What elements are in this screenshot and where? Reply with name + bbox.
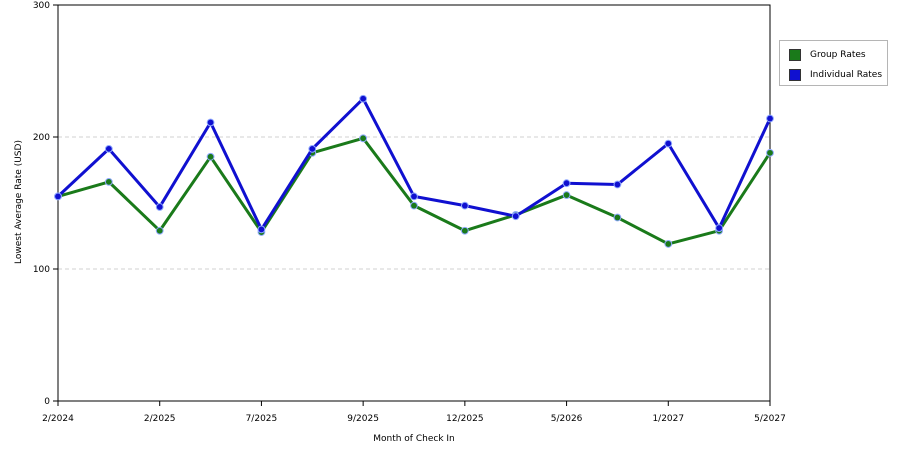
data-point-group-rates	[766, 148, 774, 157]
axes: 0 100 200 300 2/2024 2/2025 7/2025 9/2025 12/202…	[33, 1, 786, 424]
x-tick-label: 7/2025	[246, 414, 278, 424]
data-point-individual-rates	[664, 139, 673, 148]
data-point-individual-rates	[715, 224, 724, 232]
series-line-individual-rates	[56, 97, 772, 231]
legend-label-group-rates: Group Rates	[810, 50, 866, 60]
data-point-group-rates	[206, 152, 215, 161]
data-point-individual-rates	[562, 179, 571, 188]
data-point-group-rates	[155, 226, 164, 235]
data-point-individual-rates	[359, 94, 368, 103]
x-tick-label: 2/2024	[42, 414, 74, 424]
legend-item-group-rates: Group Rates	[789, 48, 866, 62]
x-tick-label: 1/2027	[652, 414, 684, 424]
data-point-group-rates	[104, 177, 113, 186]
y-tick-label: 100	[33, 265, 50, 275]
y-tick-label: 0	[44, 397, 50, 407]
legend-swatch-individual-rates	[789, 69, 801, 81]
data-point-individual-rates	[206, 118, 215, 127]
x-tick-label: 2/2025	[144, 414, 176, 424]
data-point-group-rates	[410, 201, 418, 210]
legend: Group Rates Individual Rates	[779, 40, 888, 86]
x-tick-label: 9/2025	[347, 414, 379, 424]
legend-item-individual-rates: Individual Rates	[789, 68, 882, 82]
data-point-group-rates	[562, 191, 571, 199]
series-layer	[54, 94, 774, 248]
data-point-individual-rates	[54, 192, 62, 201]
data-point-group-rates	[460, 226, 469, 235]
data-point-individual-rates	[511, 212, 520, 221]
legend-label-individual-rates: Individual Rates	[810, 70, 883, 80]
data-point-individual-rates	[460, 201, 469, 210]
x-tick-label: 5/2027	[754, 414, 786, 424]
data-point-group-rates	[664, 240, 673, 248]
data-point-individual-rates	[257, 225, 266, 234]
y-axis-title: Lowest Average Rate (USD)	[14, 140, 24, 264]
data-point-individual-rates	[766, 114, 774, 123]
data-point-individual-rates	[155, 203, 164, 211]
plot-frame	[57, 4, 771, 402]
data-point-individual-rates	[613, 180, 622, 189]
data-point-group-rates	[359, 134, 368, 143]
x-tick-label: 12/2025	[446, 414, 483, 424]
series-line-group-rates	[57, 136, 772, 246]
data-point-group-rates	[613, 213, 622, 222]
y-tick-label: 200	[33, 133, 50, 143]
data-point-individual-rates	[104, 144, 113, 153]
data-point-individual-rates	[410, 192, 418, 201]
data-point-individual-rates	[308, 144, 317, 153]
legend-swatch-group-rates	[789, 49, 801, 61]
x-tick-label: 5/2026	[551, 414, 583, 424]
y-tick-label: 300	[33, 1, 50, 11]
x-axis-title: Month of Check In	[373, 434, 455, 444]
